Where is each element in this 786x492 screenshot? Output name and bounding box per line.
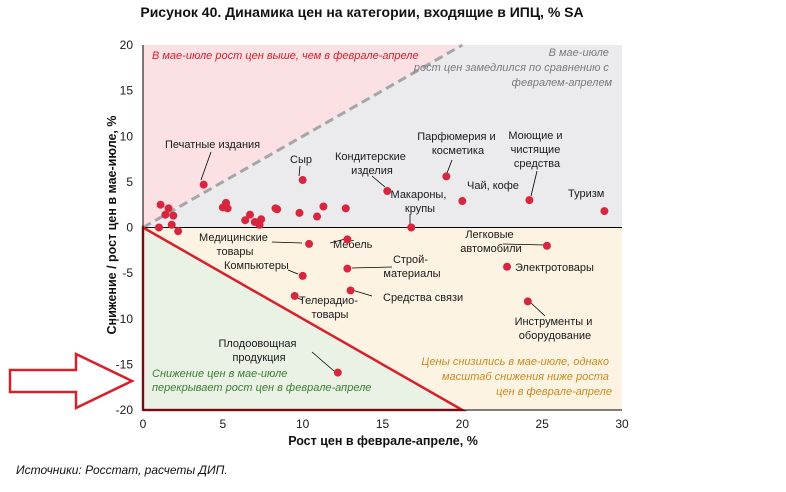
label-chai: Чай, кофе [467, 180, 519, 192]
data-point [383, 187, 392, 195]
data-point [525, 196, 534, 205]
label-instrumenty: Инструменты и оборудование [515, 316, 596, 342]
label-kompyutery: Компьютеры [224, 260, 289, 272]
leader-line-syr [298, 165, 301, 177]
region-upper-right-label: В мае-июле рост цен замедлился по сравне… [413, 47, 613, 89]
leader-line-plodo [311, 351, 335, 372]
region-lower-left-label: Снижение цен в мае-июле перекрывает рост… [152, 368, 371, 394]
data-point [319, 202, 328, 211]
data-point [343, 264, 352, 273]
data-point [199, 180, 208, 189]
leader-line-parfum [446, 159, 453, 174]
y-tick-label: 0 [126, 221, 133, 235]
label-elektro: Электротовары [515, 262, 594, 274]
region-upper-right-bg [143, 45, 622, 228]
x-tick-label: 20 [456, 417, 470, 431]
label-moyuschie: Моющие и чистящие средства [508, 130, 565, 170]
y-tick-label: 15 [120, 84, 134, 98]
region-lower-right-bg [143, 227, 622, 410]
y-tick-label: -15 [116, 357, 134, 371]
leader-line-stroy [351, 266, 393, 269]
data-point [298, 271, 307, 280]
data-point [341, 204, 350, 213]
data-point [442, 172, 451, 181]
x-tick-label: 10 [296, 417, 310, 431]
x-tick-label: 5 [219, 417, 226, 431]
data-point [600, 207, 609, 216]
data-point [542, 241, 551, 250]
label-plodo: Плодоовощная продукция [218, 338, 299, 364]
y-tick-label: 5 [126, 175, 133, 189]
leader-line-svyaz [351, 289, 373, 297]
data-point [313, 212, 322, 221]
label-mebel: Мебель [333, 239, 373, 251]
label-makarony: Макароны, крупы [391, 189, 450, 215]
data-point [161, 210, 170, 219]
data-point [305, 239, 314, 248]
leader-line-pechatnye [200, 151, 212, 181]
y-axis-title: Снижение / рост цен в мае-июле, % [105, 116, 119, 335]
chart-title: Рисунок 40. Динамика цен на категории, в… [140, 4, 583, 20]
data-point [241, 216, 250, 225]
y-tick-label: 10 [120, 129, 134, 143]
data-point [167, 220, 176, 229]
label-tele: Телерадио- товары [299, 295, 361, 321]
x-tick-labels: 0 5 10 15 20 25 30 [140, 417, 629, 431]
data-point [271, 204, 280, 213]
data-point [458, 197, 467, 206]
x-tick-label: 0 [140, 417, 147, 431]
data-point [290, 291, 299, 300]
y-tick-label: -5 [122, 266, 133, 280]
y-tick-label: -20 [116, 403, 134, 417]
leader-line-kompyutery [287, 269, 299, 275]
data-point [346, 286, 355, 295]
label-konditer: Кондитерские изделия [335, 151, 409, 177]
data-point [174, 227, 183, 236]
label-syr: Сыр [290, 154, 312, 166]
leader-line-instrumenty [529, 301, 546, 317]
data-point [164, 204, 173, 213]
data-point [343, 235, 352, 244]
leader-line-avto [502, 243, 546, 246]
data-point [154, 223, 163, 232]
data-points [154, 172, 609, 377]
data-point [407, 223, 416, 232]
region-upper-left-label: В мае-июле рост цен выше, чем в феврале-… [152, 50, 419, 62]
x-axis-title: Рост цен в феврале-апреле, % [288, 434, 478, 448]
diagonal-dashed-line [142, 43, 464, 229]
label-parfum: Парфюмерия и косметика [417, 131, 498, 157]
data-point [223, 204, 232, 213]
label-pechatnye: Печатные издания [165, 139, 260, 151]
y-tick-label: -10 [116, 312, 134, 326]
label-stroy: Строй- материалы [383, 254, 440, 280]
source-note: Источники: Росстат, расчеты ДИП. [16, 463, 228, 477]
data-point [298, 176, 307, 185]
data-point [169, 211, 178, 220]
label-avto: Легковые автомобили [460, 229, 521, 255]
leader-line-medic [271, 241, 303, 244]
data-point [156, 200, 165, 209]
y-tick-label: 20 [120, 38, 134, 52]
label-svyaz: Средства связи [383, 292, 463, 304]
label-medic: Медицинские товары [199, 232, 271, 258]
data-point [295, 208, 304, 217]
x-tick-label: 15 [376, 417, 390, 431]
region-lower-right-label: Цены снизились в мае-июле, однако масшта… [421, 356, 612, 398]
data-point [333, 368, 342, 377]
data-point [523, 297, 532, 306]
label-turizm: Туризм [568, 188, 604, 200]
leader-line-konditer [371, 175, 386, 188]
data-point [255, 220, 264, 229]
point-labels: Печатные издания Сыр Кондитерские издели… [165, 130, 604, 364]
x-tick-label: 25 [535, 417, 549, 431]
data-point [503, 262, 512, 271]
arrow-icon [8, 352, 135, 410]
x-tick-label: 30 [615, 417, 629, 431]
y-tick-labels: 20 15 10 5 0 -5 -10 -15 -20 [116, 38, 134, 417]
leader-line-moyuschie [530, 170, 538, 197]
data-point [245, 210, 254, 219]
